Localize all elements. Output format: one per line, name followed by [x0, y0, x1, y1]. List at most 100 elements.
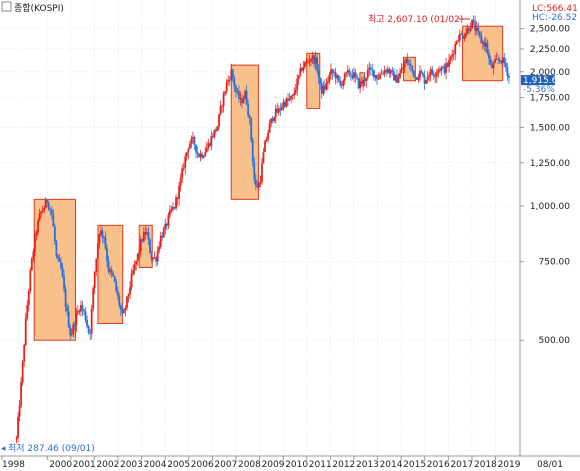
candle-body	[463, 36, 466, 39]
candle-body	[23, 345, 26, 362]
candle-body	[37, 220, 39, 233]
candle-body	[454, 44, 457, 54]
candle-body	[213, 129, 216, 138]
candle-body	[412, 70, 415, 77]
candle-body	[432, 73, 435, 77]
candle-body	[311, 55, 314, 59]
candle-body	[199, 153, 202, 158]
candle-body	[141, 239, 144, 242]
candle-body	[362, 79, 365, 85]
candle-body	[184, 156, 187, 168]
y-tick-label: 1,750.00	[530, 94, 570, 104]
y-tick-label: 1,250.00	[530, 159, 570, 169]
candle-body	[492, 62, 495, 69]
candle-body	[211, 136, 214, 138]
candle-body	[93, 271, 96, 288]
y-tick-label: 2,250.00	[530, 45, 570, 55]
candle-body	[497, 58, 500, 60]
candle-body	[146, 232, 148, 235]
candle-body	[239, 98, 242, 99]
candle-body	[443, 66, 446, 73]
candle-body	[58, 258, 61, 262]
candle-body	[304, 62, 306, 68]
x-tick-label: 2008	[238, 460, 261, 470]
candle-body	[26, 305, 29, 319]
candle-body	[264, 141, 266, 153]
candle-body	[216, 126, 219, 132]
candle-body	[380, 73, 383, 75]
candle-body	[299, 68, 302, 76]
candle-body	[448, 59, 450, 67]
lc-label: LC:566.41	[532, 4, 578, 14]
candle-body	[325, 82, 328, 90]
candle-body	[446, 63, 449, 67]
candle-body	[253, 161, 256, 180]
candle-body	[458, 33, 461, 41]
candle-body	[488, 52, 490, 59]
grid	[0, 0, 518, 456]
candle-body	[81, 305, 84, 310]
candle-body	[202, 156, 205, 158]
candle-body	[244, 90, 246, 99]
candle-body	[406, 58, 409, 65]
candle-body	[373, 70, 375, 78]
candle-body	[498, 59, 501, 61]
candle-body	[84, 311, 87, 321]
candle-body	[106, 248, 108, 261]
candle-body	[72, 324, 75, 335]
candle-body	[162, 228, 165, 238]
candle-body	[35, 232, 38, 235]
candle-body	[290, 96, 292, 99]
candle-body	[291, 95, 294, 97]
candle-body	[192, 137, 194, 139]
x-tick-label: 2002	[96, 460, 119, 470]
candle-body	[386, 68, 389, 73]
candle-body	[345, 72, 348, 73]
candle-body	[98, 234, 101, 244]
candle-body	[17, 416, 19, 438]
candle-body	[397, 77, 400, 83]
candle-body	[138, 251, 141, 254]
candle-body	[57, 255, 59, 259]
candle-body	[376, 75, 378, 80]
candle-body	[435, 72, 438, 77]
candle-body	[445, 63, 447, 73]
candle-body	[34, 234, 36, 252]
candle-body	[282, 101, 285, 108]
candle-body	[495, 58, 498, 60]
candle-body	[30, 258, 33, 271]
current-price-tag	[521, 75, 555, 86]
candle-body	[293, 93, 296, 96]
x-tick-label: 1998	[2, 460, 25, 470]
candle-body	[83, 309, 85, 312]
candle-body	[63, 276, 65, 290]
candle-body	[182, 167, 185, 169]
candle-body	[374, 75, 377, 78]
candle-body	[133, 264, 136, 271]
candle-body	[353, 72, 355, 79]
candle-body	[388, 68, 391, 74]
candle-body	[455, 41, 458, 45]
candle-body	[428, 75, 431, 78]
x-tick-label: 2010	[285, 460, 308, 470]
x-tick-label: 2004	[144, 460, 167, 470]
candle-body	[109, 269, 111, 272]
candle-body	[265, 139, 268, 142]
candle-body	[61, 267, 64, 277]
candle-body	[279, 108, 282, 110]
candle-body	[385, 70, 388, 73]
candle-body	[475, 27, 478, 31]
y-tick-label: 1,000.00	[530, 202, 570, 212]
candle-body	[149, 239, 151, 254]
candle-body	[274, 108, 277, 118]
candle-body	[224, 91, 227, 94]
candle-body	[328, 74, 331, 82]
candle-body	[225, 82, 228, 92]
candle-body	[277, 108, 280, 113]
candle-body	[368, 67, 371, 70]
candle-body	[49, 209, 52, 210]
candle-body	[415, 76, 418, 80]
title-checkbox[interactable]	[1, 1, 12, 12]
candle-body	[27, 291, 30, 306]
candle-body	[75, 313, 78, 326]
